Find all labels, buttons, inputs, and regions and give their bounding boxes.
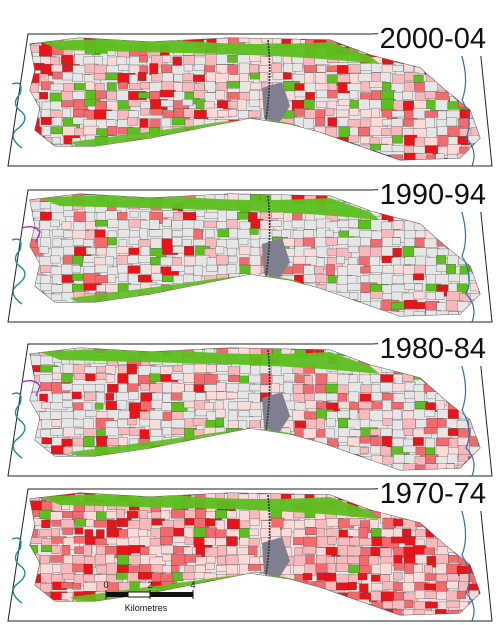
scale-tick-0: 0: [103, 580, 109, 590]
scale-bar: 0 2 4 Kilometres: [100, 580, 210, 616]
scale-bar-graphic: [105, 590, 194, 599]
map-graphic: [7, 482, 493, 622]
map-graphic: [7, 27, 493, 167]
map-panel-1990-94: 1990-94: [0, 176, 500, 326]
map-panel-1980-84: 1980-84: [0, 330, 500, 480]
period-label: 1990-94: [377, 178, 488, 212]
scale-tick-2: 2: [147, 580, 153, 590]
map-panel-1970-74: 1970-74: [0, 475, 500, 625]
scale-unit-label: Kilometres: [124, 603, 168, 613]
map-panel-2000-04: 2000-04: [0, 20, 500, 170]
scale-tick-4: 4: [190, 580, 196, 590]
period-label: 1980-84: [377, 332, 488, 366]
period-label: 1970-74: [377, 477, 488, 511]
map-graphic: [7, 183, 493, 323]
period-label: 2000-04: [377, 22, 488, 56]
